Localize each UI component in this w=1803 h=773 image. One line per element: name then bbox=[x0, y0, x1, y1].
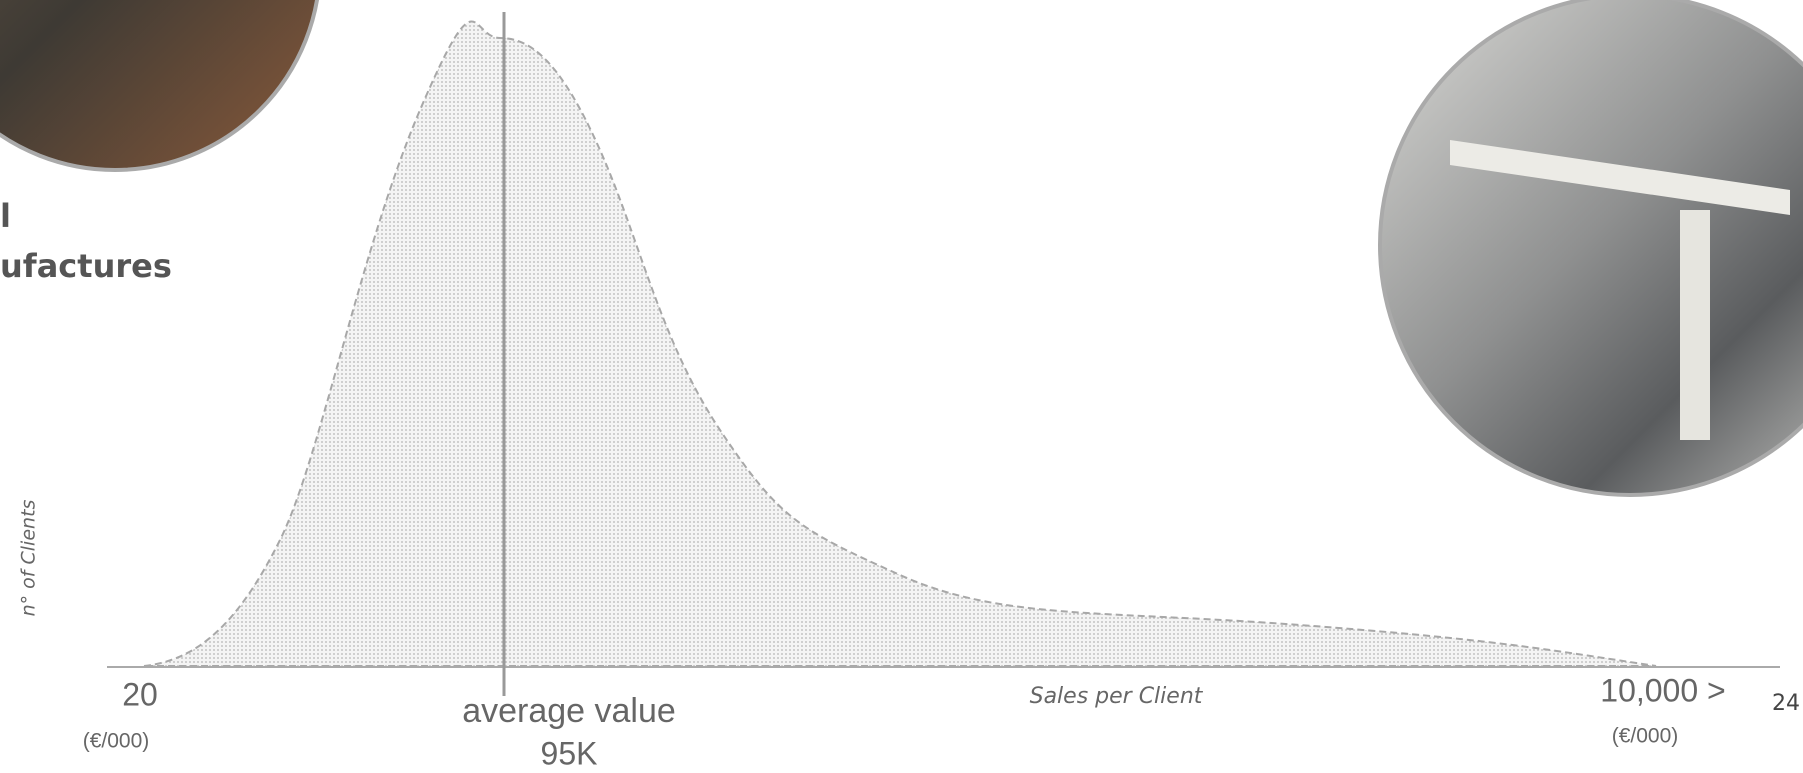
max-label: 10,000 > bbox=[1600, 672, 1725, 708]
factory-photo bbox=[1378, 0, 1803, 497]
x-axis-label: Sales per Client bbox=[1030, 684, 1204, 709]
average-value: 95K bbox=[541, 735, 598, 771]
photo-detail bbox=[1450, 140, 1790, 215]
min-label: 20 bbox=[122, 676, 158, 712]
average-label: average value bbox=[462, 692, 676, 730]
min-unit: (€/000) bbox=[83, 730, 150, 753]
caption-line: l bbox=[0, 197, 11, 235]
caption-line: ufactures bbox=[0, 247, 172, 285]
max-unit: (€/000) bbox=[1612, 725, 1679, 748]
distribution-curve bbox=[143, 20, 1657, 667]
photo-detail bbox=[1680, 210, 1710, 440]
page-number: 24 bbox=[1772, 691, 1800, 716]
workshop-photo bbox=[0, 0, 320, 172]
y-axis-label: n° of Clients bbox=[18, 499, 40, 616]
